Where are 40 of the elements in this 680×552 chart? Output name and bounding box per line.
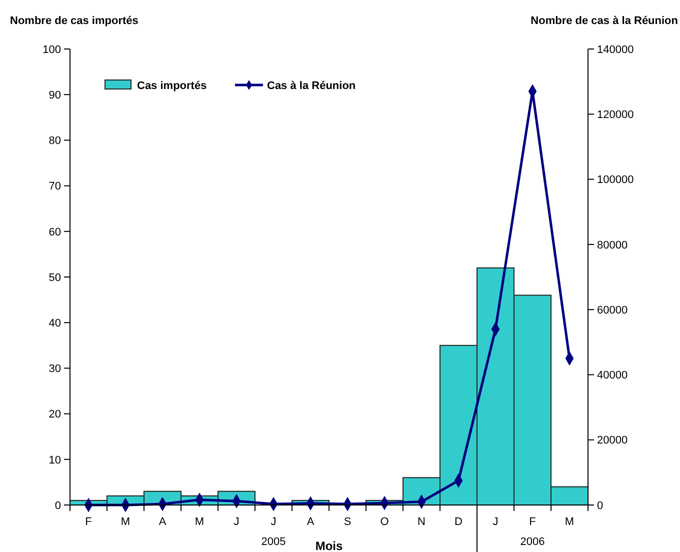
y2-tick-label: 40000 bbox=[597, 370, 628, 382]
y-tick-label: 40 bbox=[48, 317, 61, 330]
x-tick-label: F bbox=[529, 516, 536, 528]
y-tick-label: 20 bbox=[48, 408, 61, 421]
x-tick-label: O bbox=[380, 516, 390, 528]
y2-tick-label: 80000 bbox=[597, 239, 628, 252]
y2-tick-label: 0 bbox=[597, 500, 604, 512]
y-tick-label: 70 bbox=[48, 180, 61, 193]
x-tick-label: J bbox=[234, 516, 240, 528]
x-tick-label: A bbox=[158, 516, 167, 528]
text: 2005 bbox=[261, 536, 286, 548]
y-tick-label: 0 bbox=[54, 500, 61, 512]
x-tick-label: M bbox=[120, 516, 130, 528]
y2-axis-title: Nombre de cas à la Réunion bbox=[530, 15, 678, 27]
x-axis-title: Mois bbox=[315, 539, 343, 552]
x-tick-label: F bbox=[85, 516, 92, 528]
y-tick-label: 50 bbox=[48, 272, 61, 284]
x-tick-label: D bbox=[454, 516, 463, 528]
y-tick-label: 80 bbox=[48, 135, 61, 148]
text: 2006 bbox=[520, 536, 545, 548]
y-axis-title: Nombre de cas importés bbox=[10, 15, 138, 27]
y2-tick-label: 60000 bbox=[597, 304, 628, 316]
x-tick-label: A bbox=[306, 516, 315, 528]
legend-label: Cas à la Réunion bbox=[267, 80, 356, 92]
y2-tick-label: 120000 bbox=[597, 108, 634, 121]
y-tick-label: 60 bbox=[48, 226, 61, 238]
y-tick-label: 30 bbox=[48, 363, 61, 376]
y-tick-label: 10 bbox=[48, 454, 61, 466]
x-tick-label: J bbox=[270, 516, 276, 528]
x-tick-label: M bbox=[194, 516, 204, 528]
y-tick-label: 90 bbox=[48, 89, 61, 102]
y-tick-label: 100 bbox=[42, 44, 61, 56]
x-tick-label: S bbox=[344, 516, 352, 528]
x-tick-label: N bbox=[418, 516, 426, 528]
y2-tick-label: 100000 bbox=[597, 174, 634, 186]
y2-tick-label: 140000 bbox=[597, 44, 634, 56]
y2-tick-label: 20000 bbox=[597, 434, 628, 447]
x-tick-label: J bbox=[492, 516, 498, 528]
x-tick-label: M bbox=[564, 516, 574, 528]
legend-label: Cas importés bbox=[137, 80, 207, 92]
